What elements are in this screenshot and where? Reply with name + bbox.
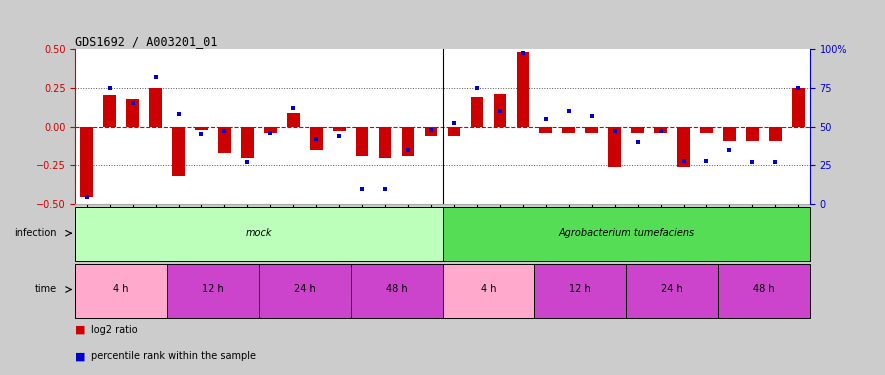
Bar — [746, 127, 758, 141]
Bar — [792, 88, 804, 127]
Text: 4 h: 4 h — [481, 285, 496, 294]
Bar — [241, 127, 254, 158]
Bar — [769, 127, 781, 141]
Bar — [167, 264, 258, 318]
Bar — [104, 96, 116, 127]
Bar — [654, 127, 667, 133]
Text: 48 h: 48 h — [753, 285, 774, 294]
Bar — [173, 127, 185, 176]
Bar — [677, 127, 689, 167]
Bar — [631, 127, 644, 133]
Bar — [81, 127, 93, 196]
Text: 12 h: 12 h — [202, 285, 224, 294]
Text: 24 h: 24 h — [294, 285, 316, 294]
Bar — [379, 127, 391, 158]
Text: GDS1692 / A003201_01: GDS1692 / A003201_01 — [75, 34, 218, 48]
Bar — [540, 127, 552, 133]
Bar — [333, 127, 345, 131]
Text: ■: ■ — [75, 351, 86, 361]
Bar — [350, 264, 442, 318]
Text: percentile rank within the sample: percentile rank within the sample — [91, 351, 256, 361]
Bar — [563, 127, 575, 133]
Bar — [75, 264, 167, 318]
Bar — [196, 127, 208, 130]
Bar — [425, 127, 437, 136]
Bar — [310, 127, 322, 150]
Bar — [585, 127, 598, 133]
Bar — [718, 264, 810, 318]
Bar — [259, 264, 350, 318]
Text: 24 h: 24 h — [661, 285, 683, 294]
Bar — [442, 264, 535, 318]
Text: mock: mock — [246, 228, 272, 238]
Bar — [442, 207, 810, 261]
Bar — [517, 52, 529, 127]
Bar — [535, 264, 626, 318]
Text: time: time — [35, 285, 57, 294]
Bar — [75, 207, 442, 261]
Text: Agrobacterium tumefaciens: Agrobacterium tumefaciens — [558, 228, 694, 238]
Bar — [402, 127, 414, 156]
Bar — [448, 127, 460, 136]
Text: infection: infection — [14, 228, 57, 238]
Bar — [264, 127, 277, 133]
Text: ■: ■ — [75, 325, 86, 335]
Bar — [700, 127, 712, 133]
Bar — [723, 127, 735, 141]
Bar — [494, 94, 506, 127]
Bar — [127, 99, 139, 127]
Bar — [287, 112, 300, 127]
Bar — [627, 264, 718, 318]
Text: log2 ratio: log2 ratio — [91, 325, 138, 335]
Text: 48 h: 48 h — [386, 285, 407, 294]
Bar — [150, 88, 162, 127]
Bar — [471, 97, 483, 127]
Bar — [218, 127, 231, 153]
Bar — [356, 127, 368, 156]
Text: 4 h: 4 h — [113, 285, 129, 294]
Text: 12 h: 12 h — [569, 285, 591, 294]
Bar — [608, 127, 621, 167]
